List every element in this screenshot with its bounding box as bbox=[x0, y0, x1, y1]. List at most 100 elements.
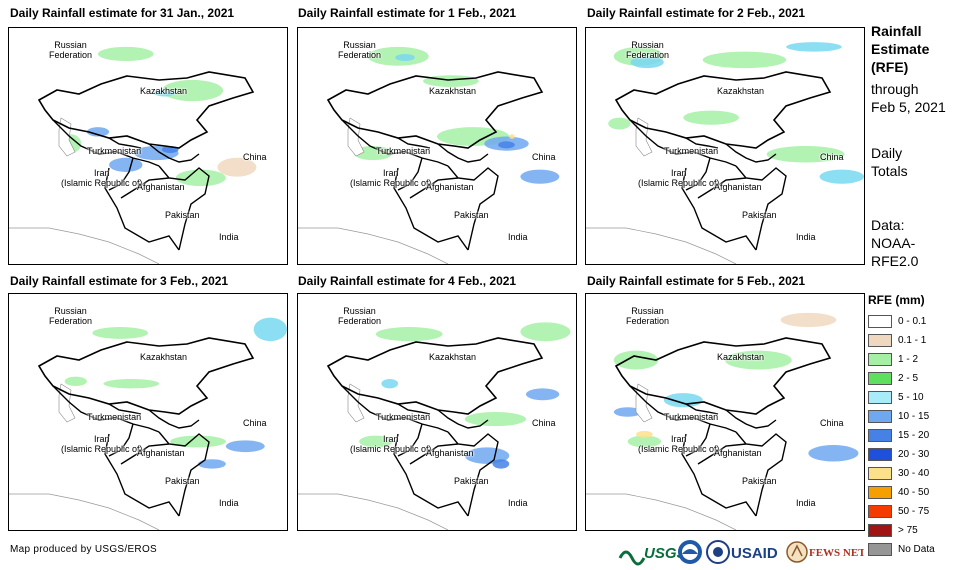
rainfall-area bbox=[613, 350, 659, 370]
legend-row: 15 - 20 bbox=[868, 426, 960, 445]
rainfall-area bbox=[86, 127, 110, 137]
legend-title: RFE (mm) bbox=[868, 293, 925, 307]
data-source: Data: NOAA- RFE2.0 bbox=[871, 216, 918, 270]
border-line bbox=[614, 337, 832, 415]
legend-swatch bbox=[868, 505, 892, 518]
footer-credit: Map produced by USGS/EROS bbox=[10, 544, 158, 555]
country-label-russia: Russian Federation bbox=[626, 40, 670, 60]
legend-row: 10 - 15 bbox=[868, 407, 960, 426]
legend-label: 0.1 - 1 bbox=[898, 335, 927, 346]
rainfall-area bbox=[663, 393, 703, 408]
rainfall-map-panel: Russian Federation Kazakhstan Turkmenistan I… bbox=[297, 27, 577, 265]
border-line bbox=[341, 119, 449, 167]
border-line bbox=[409, 177, 459, 199]
legend-swatch bbox=[868, 486, 892, 499]
panel-title: Daily Rainfall estimate for 3 Feb., 2021 bbox=[10, 274, 229, 288]
rainfall-area bbox=[170, 435, 226, 448]
usgs-logo-graphic: USGS bbox=[618, 545, 687, 566]
border-line bbox=[298, 493, 449, 530]
rainfall-area bbox=[636, 430, 653, 438]
border-line bbox=[397, 423, 423, 457]
legend-label: 40 - 50 bbox=[898, 487, 930, 498]
legend-label: 50 - 75 bbox=[898, 506, 930, 517]
legend-swatch bbox=[868, 448, 892, 461]
rainfall-area bbox=[819, 169, 864, 184]
border-line bbox=[52, 119, 160, 167]
country-label-russia: Russian Federation bbox=[338, 40, 382, 60]
rainfall-area bbox=[627, 435, 662, 448]
rainfall-area bbox=[109, 157, 143, 172]
legend-label: 15 - 20 bbox=[898, 430, 930, 441]
border-line bbox=[120, 443, 170, 465]
country-label-russia: Russian Federation bbox=[49, 306, 93, 326]
rainfall-area bbox=[766, 146, 845, 163]
legend-swatch bbox=[868, 543, 892, 556]
border-line bbox=[120, 177, 170, 199]
rainfall-area bbox=[498, 141, 515, 149]
rainfall-area bbox=[395, 53, 415, 62]
border-line bbox=[697, 177, 747, 199]
country-label-india: India bbox=[508, 232, 528, 242]
country-label-iran: Iran (Islamic Republic of) bbox=[350, 434, 432, 454]
country-label-kazakhstan: Kazakhstan bbox=[429, 86, 477, 96]
border-line bbox=[735, 431, 787, 517]
panel-title: Daily Rainfall estimate for 4 Feb., 2021 bbox=[298, 274, 517, 288]
border-line bbox=[58, 117, 76, 157]
rainfall-area bbox=[161, 79, 224, 102]
totals-label: Totals bbox=[871, 163, 908, 179]
rainfall-area bbox=[509, 134, 515, 139]
end-date: Feb 5, 2021 bbox=[871, 99, 946, 115]
country-label-china: China bbox=[820, 152, 844, 162]
map-svg bbox=[9, 317, 287, 530]
usgs-logo-text: USGS bbox=[644, 545, 687, 562]
country-label-china: China bbox=[532, 152, 556, 162]
rainfall-area bbox=[353, 146, 393, 161]
country-label-iran: Iran (Islamic Republic of) bbox=[61, 434, 143, 454]
rfe-legend: RFE (mm) 0 - 0.1 0.1 - 1 1 - 2 2 - 5 5 - 10 1… bbox=[868, 293, 960, 559]
border-line bbox=[104, 167, 180, 251]
legend-row: 30 - 40 bbox=[868, 464, 960, 483]
country-label-turkmenistan: Turkmenistan bbox=[87, 412, 142, 422]
rainfall-area bbox=[217, 157, 257, 177]
rainfall-map-panel: Russian Federation Kazakhstan Turkmenistan I… bbox=[8, 27, 288, 265]
country-label-pakistan: Pakistan bbox=[165, 476, 200, 486]
rainfall-area bbox=[359, 435, 393, 448]
legend-swatch bbox=[868, 410, 892, 423]
legend-rows: 0 - 0.1 0.1 - 1 1 - 2 2 - 5 5 - 10 10 - 15 15 … bbox=[868, 312, 960, 559]
country-label-turkmenistan: Turkmenistan bbox=[376, 412, 431, 422]
country-label-china: China bbox=[243, 418, 267, 428]
data-label: Data: bbox=[871, 217, 905, 233]
country-label-russia: Russian Federation bbox=[338, 306, 382, 326]
rainfall-area bbox=[64, 376, 87, 387]
country-label-india: India bbox=[508, 498, 528, 508]
rainfall-area bbox=[375, 327, 443, 342]
border-line bbox=[393, 433, 469, 517]
border-line bbox=[447, 431, 499, 517]
legend-label: No Data bbox=[898, 544, 935, 555]
border-line bbox=[447, 165, 499, 251]
data-source-line1: NOAA- bbox=[871, 235, 916, 251]
border-line bbox=[685, 157, 711, 191]
panel-title: Daily Rainfall estimate for 31 Jan., 202… bbox=[10, 6, 235, 20]
border-line bbox=[397, 403, 431, 415]
country-label-russia: Russian Federation bbox=[626, 306, 670, 326]
border-line bbox=[108, 137, 142, 149]
border-line bbox=[148, 409, 200, 429]
border-line bbox=[104, 433, 180, 517]
country-label-iran: Iran (Islamic Republic of) bbox=[61, 168, 143, 188]
usaid-logo-text: USAID bbox=[731, 545, 778, 562]
legend-label: 1 - 2 bbox=[898, 354, 919, 365]
fews-logo-text: FEWS NET bbox=[809, 547, 864, 559]
rainfall-map-panel: Russian Federation Kazakhstan Turkmenistan I… bbox=[297, 293, 577, 531]
border-line bbox=[409, 443, 459, 465]
country-label-china: China bbox=[532, 418, 556, 428]
border-line bbox=[158, 165, 210, 251]
country-label-india: India bbox=[796, 498, 816, 508]
country-label-china: China bbox=[243, 152, 267, 162]
legend-row: 5 - 10 bbox=[868, 388, 960, 407]
rainfall-area bbox=[725, 350, 792, 370]
rainfall-map-panel: Russian Federation Kazakhstan Turkmenistan I… bbox=[585, 293, 865, 531]
country-label-pakistan: Pakistan bbox=[742, 210, 777, 220]
legend-swatch bbox=[868, 429, 892, 442]
border-line bbox=[108, 423, 134, 457]
